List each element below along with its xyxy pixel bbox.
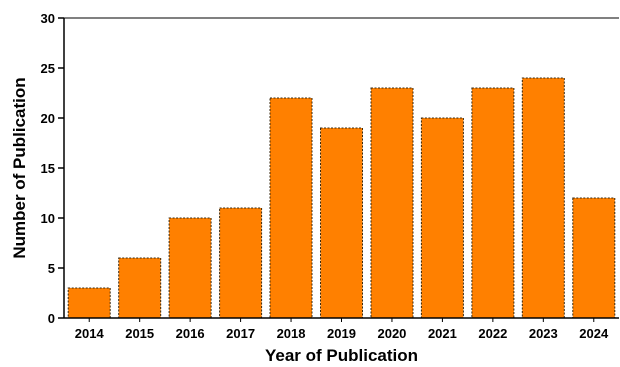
x-tick-label: 2018 [277,326,306,341]
bar-2018 [269,97,313,319]
x-axis-title: Year of Publication [265,346,418,365]
bar-2023 [521,77,565,319]
bar-2017 [219,207,263,319]
bar-2019 [320,127,363,319]
bar-2020 [370,87,414,319]
x-tick-label: 2020 [377,326,406,341]
bar-2015 [118,257,162,319]
bar-2021 [420,117,464,319]
x-axis-ticks: 2014 2015 2016 2017 2018 2019 2020 2021 2022 2023… [75,318,609,341]
x-tick-label: 2014 [75,326,105,341]
bar-2024 [572,197,616,319]
y-axis-title: Number of Publication [10,77,29,258]
x-tick-label: 2017 [226,326,255,341]
x-tick-label: 2023 [529,326,558,341]
y-tick-label: 5 [48,261,55,276]
bar-2014 [67,287,111,319]
y-tick-label: 15 [41,161,55,176]
bar-2016 [168,217,212,319]
bar-2022 [471,87,515,319]
x-tick-label: 2022 [478,326,507,341]
y-tick-label: 30 [41,11,55,26]
y-tick-label: 0 [48,311,55,326]
y-tick-label: 20 [41,111,55,126]
x-tick-label: 2024 [579,326,609,341]
x-tick-label: 2019 [327,326,356,341]
x-tick-label: 2016 [176,326,205,341]
x-tick-label: 2015 [125,326,154,341]
y-tick-label: 25 [41,61,55,76]
bars-group [67,77,616,319]
y-axis-ticks: 0 5 10 15 20 25 30 [41,11,64,326]
y-tick-label: 10 [41,211,55,226]
x-tick-label: 2021 [428,326,457,341]
